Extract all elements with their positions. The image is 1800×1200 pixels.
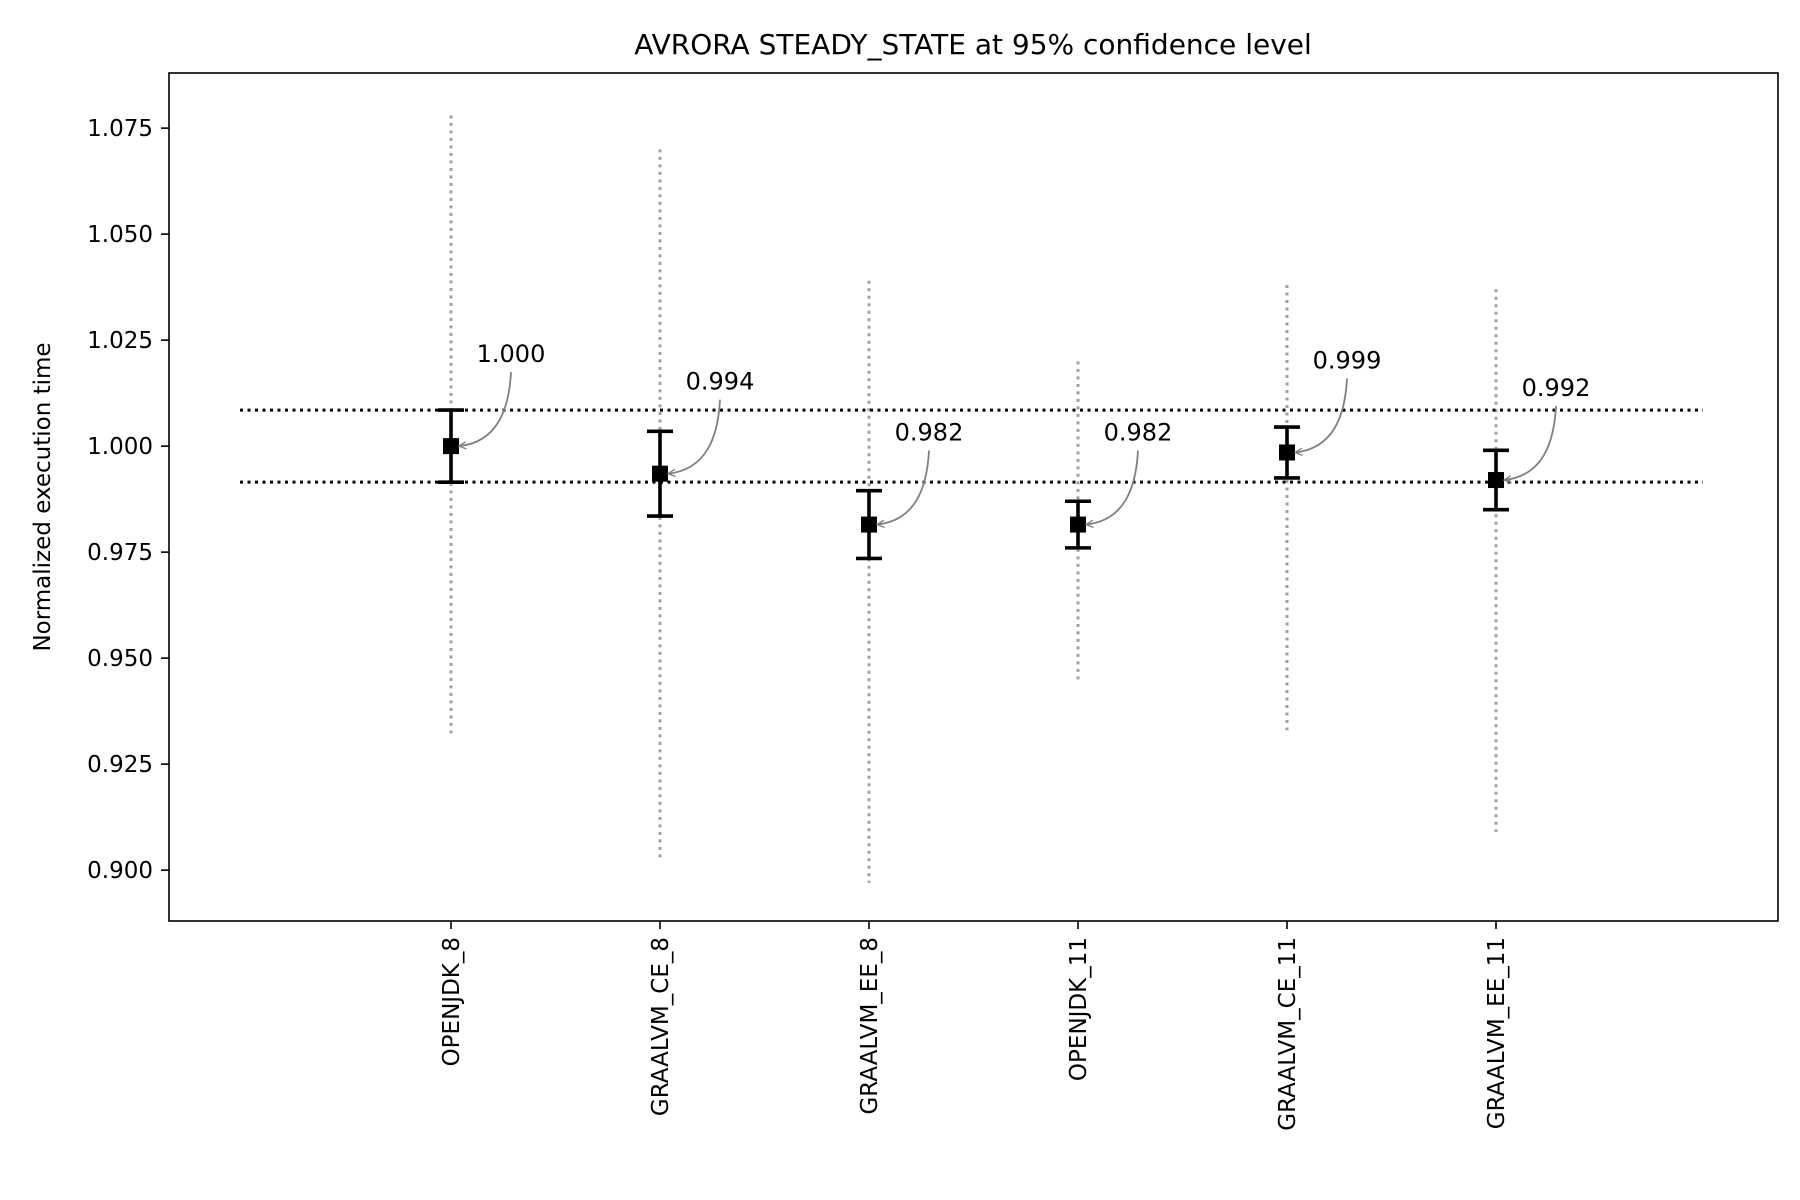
mean-marker bbox=[652, 465, 668, 482]
mean-marker bbox=[1488, 472, 1504, 489]
x-tick-label: GRAALVM_CE_11 bbox=[1275, 937, 1301, 1131]
value-annotation: 0.994 bbox=[686, 368, 755, 396]
annotation-arrow bbox=[1504, 405, 1557, 480]
y-axis-title: Normalized execution time bbox=[30, 342, 56, 651]
y-tick-label: 1.000 bbox=[87, 434, 153, 460]
x-tick-label: OPENJDK_11 bbox=[1066, 937, 1092, 1081]
y-tick-label: 0.950 bbox=[87, 646, 153, 672]
value-annotation: 0.999 bbox=[1313, 346, 1382, 374]
x-tick-label: GRAALVM_EE_8 bbox=[857, 937, 883, 1115]
y-tick-label: 0.900 bbox=[87, 858, 153, 884]
x-tick-label: OPENJDK_8 bbox=[439, 937, 465, 1066]
annotation-arrow bbox=[877, 450, 930, 525]
value-annotation: 0.992 bbox=[1522, 374, 1591, 402]
annotation-arrow bbox=[668, 399, 721, 474]
value-annotation: 1.000 bbox=[477, 340, 546, 368]
y-tick-label: 1.050 bbox=[87, 222, 153, 248]
y-tick-label: 0.925 bbox=[87, 752, 153, 778]
value-annotation: 0.982 bbox=[895, 419, 964, 447]
x-tick-label: GRAALVM_EE_11 bbox=[1484, 937, 1510, 1129]
y-tick-label: 1.025 bbox=[87, 328, 153, 354]
chart-title: AVRORA STEADY_STATE at 95% confidence le… bbox=[634, 28, 1312, 61]
mean-marker bbox=[1279, 444, 1295, 461]
x-tick-label: GRAALVM_CE_8 bbox=[648, 937, 674, 1116]
annotation-arrow bbox=[1086, 450, 1139, 525]
value-annotation: 0.982 bbox=[1104, 419, 1173, 447]
mean-marker bbox=[1070, 516, 1086, 533]
mean-marker bbox=[443, 438, 459, 455]
annotation-arrow bbox=[1295, 378, 1348, 452]
y-tick-label: 0.975 bbox=[87, 540, 153, 566]
plot-frame bbox=[168, 72, 1779, 922]
y-tick-label: 1.075 bbox=[87, 116, 153, 142]
annotation-arrow bbox=[459, 372, 512, 446]
mean-marker bbox=[861, 516, 877, 533]
